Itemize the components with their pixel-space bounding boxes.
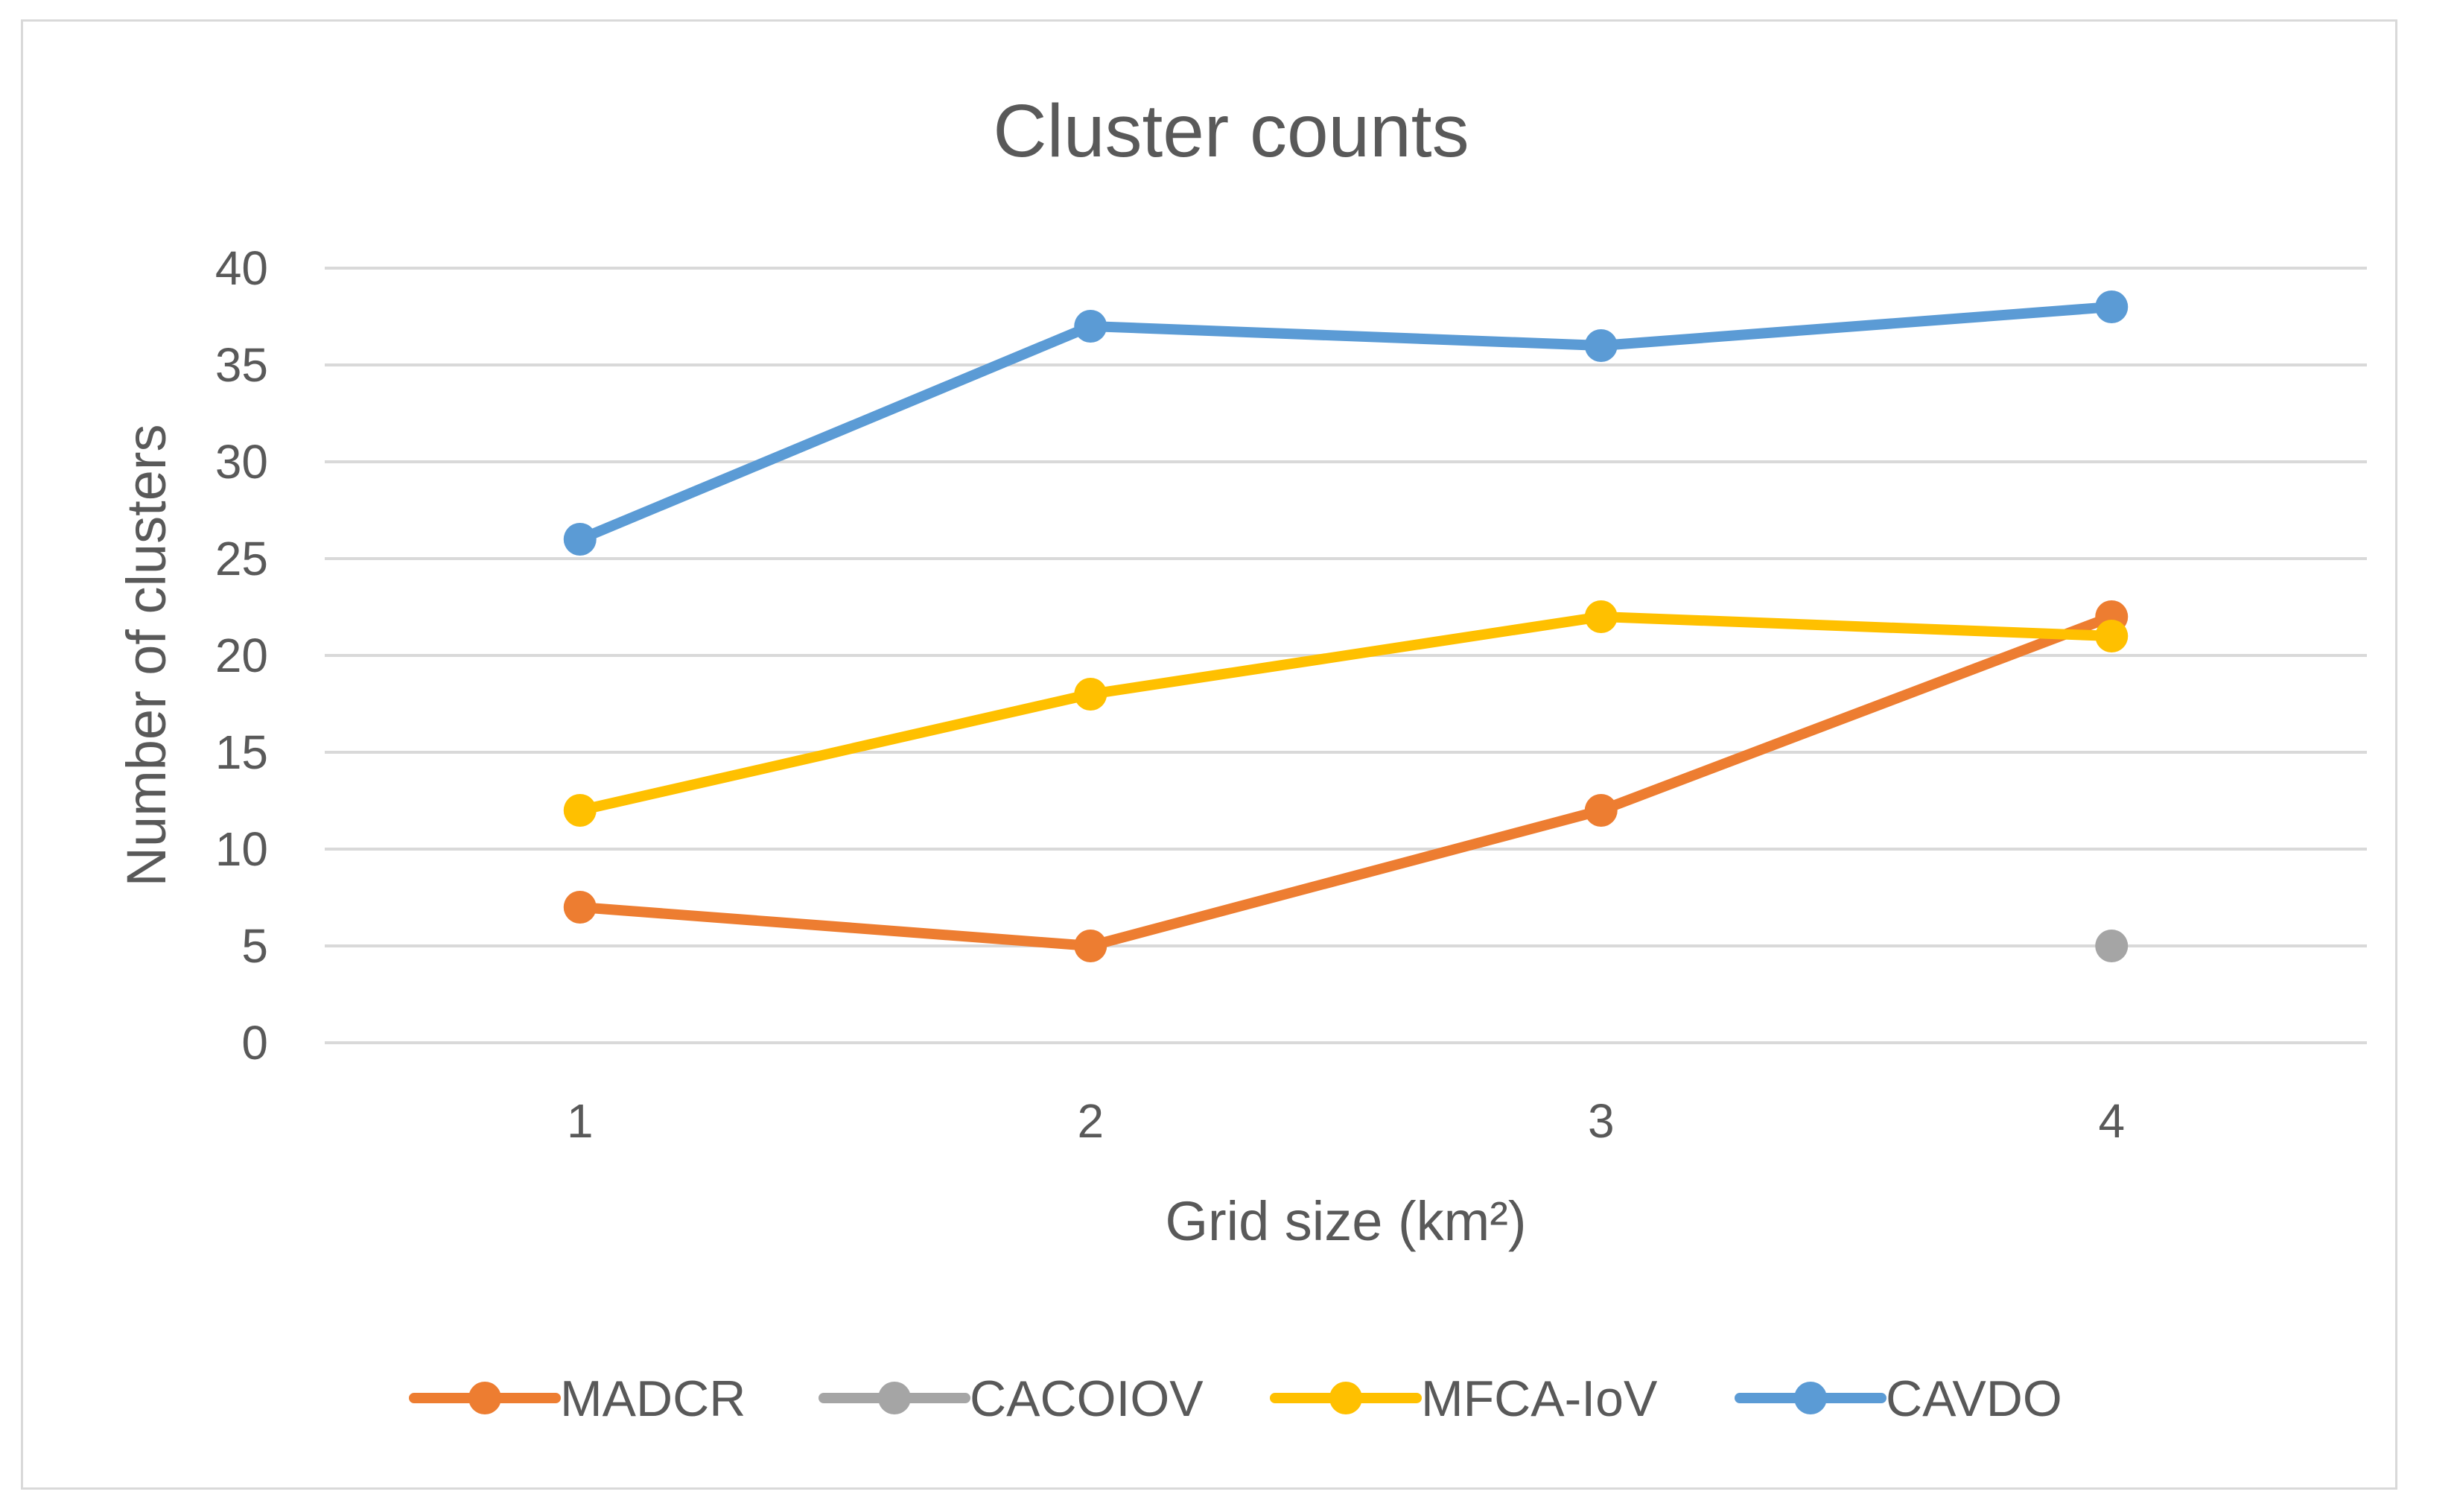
legend-item-cacoiov: CACOIOV bbox=[819, 1370, 1204, 1427]
data-point-madcr bbox=[1584, 794, 1618, 827]
data-point-madcr bbox=[1074, 930, 1107, 962]
data-point-mfca-iov bbox=[1584, 600, 1618, 633]
series-line-madcr bbox=[574, 612, 2117, 951]
data-point-cavdo bbox=[1584, 329, 1618, 362]
x-tick-label: 4 bbox=[2098, 1094, 2125, 1148]
y-tick-label: 30 bbox=[215, 435, 268, 489]
y-tick-label: 15 bbox=[215, 725, 268, 779]
x-axis-ticks: 1 2 3 4 bbox=[567, 1094, 2125, 1148]
chart-frame bbox=[21, 19, 2397, 1490]
legend: MADCR CACOIOV MFCA-IoV CAVDO bbox=[409, 1370, 2062, 1427]
x-tick-label: 3 bbox=[1588, 1094, 1615, 1148]
legend-label: MFCA-IoV bbox=[1421, 1370, 1658, 1427]
y-tick-label: 0 bbox=[241, 1016, 268, 1070]
legend-swatch-marker bbox=[468, 1382, 501, 1414]
chart-title: Cluster counts bbox=[993, 89, 1469, 173]
x-tick-label: 2 bbox=[1077, 1094, 1104, 1148]
series-cacoiov bbox=[2095, 930, 2129, 962]
legend-label: MADCR bbox=[560, 1370, 746, 1427]
series-lines bbox=[563, 290, 2129, 962]
legend-label: CACOIOV bbox=[970, 1370, 1204, 1427]
legend-item-madcr: MADCR bbox=[409, 1370, 746, 1427]
series-mfca-iov bbox=[563, 600, 2129, 827]
data-point-mfca-iov bbox=[563, 794, 597, 827]
y-tick-label: 40 bbox=[215, 241, 268, 295]
legend-item-mfca-iov: MFCA-IoV bbox=[1270, 1370, 1658, 1427]
data-point-cavdo bbox=[2095, 290, 2129, 323]
legend-swatch-marker bbox=[1329, 1382, 1362, 1414]
y-tick-label: 35 bbox=[215, 338, 268, 392]
data-point-mfca-iov bbox=[2095, 620, 2129, 652]
y-tick-label: 25 bbox=[215, 532, 268, 585]
data-point-cacoiov bbox=[2095, 930, 2129, 962]
series-cavdo bbox=[563, 290, 2129, 556]
legend-swatch-marker bbox=[1794, 1382, 1827, 1414]
y-axis-title: Number of clusters bbox=[115, 425, 177, 887]
data-point-mfca-iov bbox=[1074, 678, 1107, 711]
legend-swatch-marker bbox=[878, 1382, 911, 1414]
x-tick-label: 1 bbox=[567, 1094, 594, 1148]
series-line-mfca-iov bbox=[574, 612, 2117, 816]
x-axis-title: Grid size (km²) bbox=[1165, 1190, 1526, 1252]
y-tick-label: 5 bbox=[241, 919, 268, 973]
series-line-cavdo bbox=[574, 302, 2117, 544]
data-point-cavdo bbox=[1074, 310, 1107, 343]
legend-label: CAVDO bbox=[1886, 1370, 2062, 1427]
y-axis-ticks: 0 5 10 15 20 25 30 35 40 bbox=[215, 241, 268, 1070]
y-tick-label: 20 bbox=[215, 629, 268, 682]
legend-item-cavdo: CAVDO bbox=[1735, 1370, 2062, 1427]
series-madcr bbox=[563, 600, 2129, 962]
data-point-madcr bbox=[563, 891, 597, 924]
y-tick-label: 10 bbox=[215, 822, 268, 876]
data-point-cavdo bbox=[563, 523, 597, 556]
gridlines bbox=[325, 267, 2367, 1044]
